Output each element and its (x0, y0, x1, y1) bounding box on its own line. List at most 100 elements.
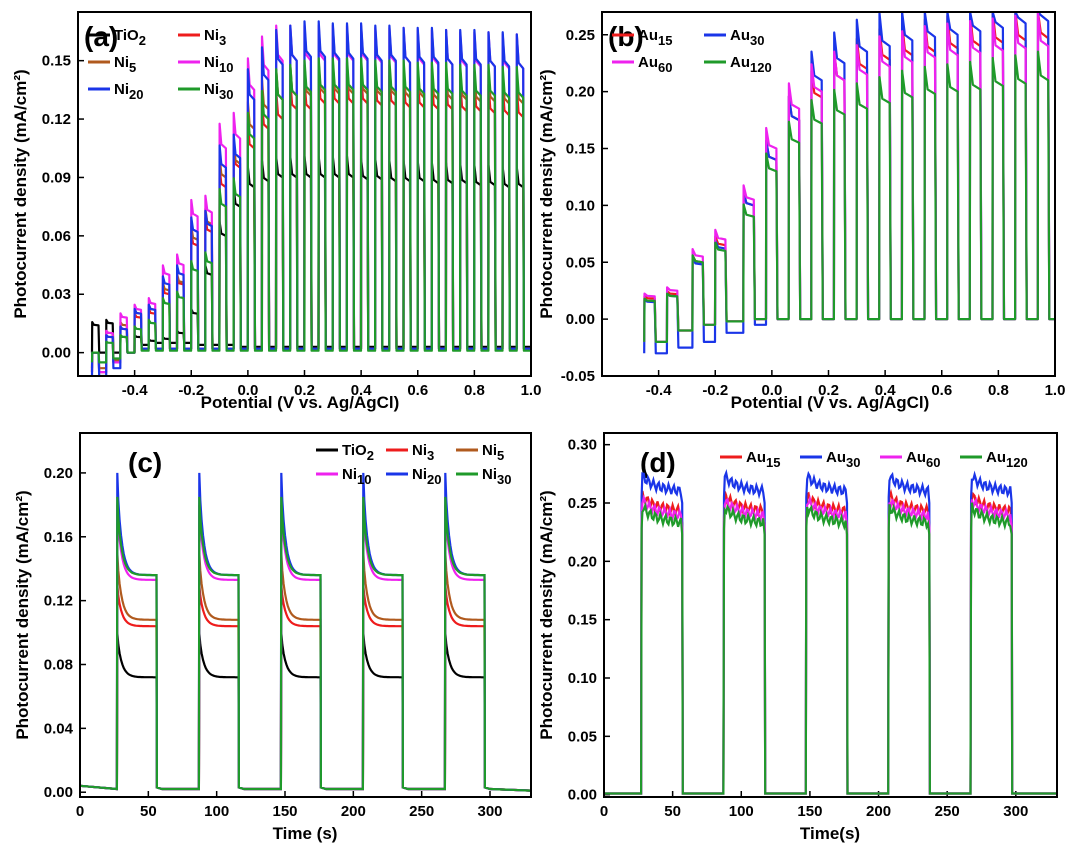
legend-entry: TiO2 (114, 27, 146, 48)
legend-entry: Ni20 (412, 466, 441, 487)
y-tick-label: -0.05 (561, 368, 595, 385)
y-axis-label: Photocurrent density (mA/cm²) (537, 490, 556, 739)
series-line (643, 50, 1055, 343)
x-tick-label: 0 (76, 803, 84, 820)
x-tick-label: 0.8 (988, 382, 1009, 399)
series-line (80, 496, 531, 792)
y-tick-label: 0.30 (568, 437, 597, 454)
x-tick-label: 300 (477, 803, 502, 820)
plot-area (643, 12, 1055, 355)
series-line (604, 501, 1057, 795)
series-line (90, 57, 531, 364)
x-tick-label: 250 (935, 803, 960, 820)
legend-entry: Ni10 (342, 466, 371, 487)
x-tick-label: 0 (600, 803, 608, 820)
chart-panel: 0 50 100 150 200 250 300 0.00 0.04 0.08 0.12 0.16 0.… (13, 432, 532, 843)
series-line (80, 584, 531, 792)
series-line (80, 552, 531, 792)
x-tick-label: 0.0 (237, 382, 258, 399)
x-tick-label: 150 (272, 803, 297, 820)
legend-entry: Ni30 (482, 466, 511, 487)
y-tick-label: 0.20 (44, 465, 73, 482)
y-tick-label: 0.05 (566, 254, 595, 271)
y-tick-label: 0.03 (42, 286, 71, 303)
legend-entry: Ni30 (204, 81, 233, 102)
y-tick-label: 0.10 (566, 197, 595, 214)
y-tick-label: 0.08 (44, 656, 73, 673)
panel-label: (d) (640, 447, 676, 478)
legend-entry: Au15 (746, 449, 780, 470)
plot-frame (601, 11, 1056, 377)
legend-entry: Ni5 (114, 54, 136, 75)
legend-entry: Au30 (826, 449, 860, 470)
x-tick-label: 200 (866, 803, 891, 820)
legend-entry: Au120 (730, 54, 772, 75)
x-tick-label: 250 (409, 803, 434, 820)
x-tick-label: 0.8 (464, 382, 485, 399)
series-line (80, 632, 531, 792)
legend-entry: Ni5 (482, 442, 504, 463)
plot-area (80, 472, 531, 792)
x-tick-label: 0.6 (931, 382, 952, 399)
y-tick-label: 0.09 (42, 169, 71, 186)
y-tick-label: 0.20 (566, 84, 595, 101)
legend-entry: TiO2 (342, 442, 374, 463)
series-line (604, 488, 1057, 795)
y-tick-label: 0.00 (568, 787, 597, 804)
y-tick-label: 0.15 (566, 141, 595, 158)
legend-entry: Au60 (906, 449, 940, 470)
legend-entry: Ni3 (412, 442, 434, 463)
chart-panel: 0 50 100 150 200 250 300 0.00 0.05 0.10 0.15 0.20 0.… (537, 432, 1058, 843)
x-axis-label: Potential (V vs. Ag/AgCl) (201, 393, 400, 412)
x-tick-label: 100 (729, 803, 754, 820)
x-tick-label: -0.4 (122, 382, 149, 399)
series-line (604, 494, 1057, 795)
y-tick-label: 0.12 (42, 111, 71, 128)
y-axis-label: Photocurrent density (mA/cm²) (11, 69, 30, 318)
y-tick-label: 0.05 (568, 728, 597, 745)
x-tick-label: 1.0 (1045, 382, 1066, 399)
x-axis-label: Time (s) (273, 824, 338, 843)
legend-entry: Ni20 (114, 81, 143, 102)
series-line (604, 468, 1057, 795)
x-tick-label: 100 (204, 803, 229, 820)
legend-entry: Au120 (986, 449, 1028, 470)
x-tick-label: 0.2 (294, 382, 315, 399)
x-tick-label: 50 (140, 803, 157, 820)
x-tick-label: 50 (664, 803, 681, 820)
x-tick-label: -0.2 (178, 382, 204, 399)
x-tick-label: -0.4 (646, 382, 673, 399)
y-tick-label: 0.00 (42, 345, 71, 362)
legend-entry: Ni3 (204, 27, 226, 48)
x-tick-label: -0.2 (702, 382, 728, 399)
chart-panel: -0.4 -0.2 0.0 0.2 0.4 0.6 0.8 1.0 0.00 0.03 0.06 0.… (11, 11, 541, 412)
chart-panel: -0.4 -0.2 0.0 0.2 0.4 0.6 0.8 1.0 -0.05 0.00 0.05 0… (537, 11, 1066, 412)
x-tick-label: 150 (797, 803, 822, 820)
y-tick-label: 0.12 (44, 593, 73, 610)
y-axis-label: Photocurrent density (mA/cm²) (13, 490, 32, 739)
plot-frame (79, 432, 532, 798)
y-tick-label: 0.06 (42, 228, 71, 245)
panel-label: (c) (128, 447, 162, 478)
y-tick-label: 0.25 (568, 495, 597, 512)
plot-frame (603, 432, 1058, 798)
y-tick-label: 0.25 (566, 27, 595, 44)
legend-entry: Au30 (730, 27, 764, 48)
x-tick-label: 0.4 (351, 382, 373, 399)
plot-area (604, 468, 1057, 795)
plot-frame (77, 11, 532, 377)
x-axis-label: Time(s) (800, 824, 860, 843)
x-tick-label: 0.2 (818, 382, 839, 399)
y-tick-label: 0.04 (44, 720, 74, 737)
y-tick-label: 0.10 (568, 670, 597, 687)
x-tick-label: 0.0 (761, 382, 782, 399)
y-tick-label: 0.00 (566, 311, 595, 328)
x-axis-label: Potential (V vs. Ag/AgCl) (731, 393, 930, 412)
x-tick-label: 0.6 (407, 382, 428, 399)
y-tick-label: 0.15 (568, 612, 597, 629)
y-axis-label: Photocurrent density (mA/cm²) (537, 69, 556, 318)
x-tick-label: 300 (1003, 803, 1028, 820)
y-tick-label: 0.15 (42, 53, 71, 70)
legend-entry: Au60 (638, 54, 672, 75)
